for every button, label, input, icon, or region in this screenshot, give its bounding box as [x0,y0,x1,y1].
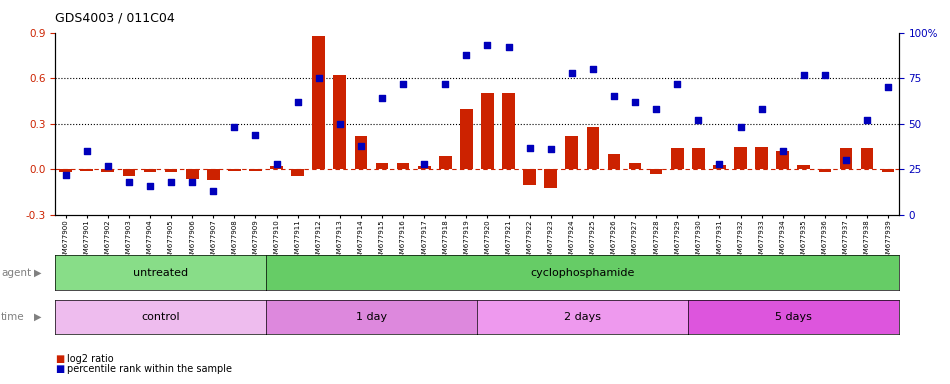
Text: control: control [142,312,180,322]
Bar [418,166,430,169]
Bar [123,169,135,175]
Text: agent: agent [1,268,31,278]
Point [101,163,116,169]
Point [122,179,137,185]
Point [775,148,790,154]
Bar [375,163,389,169]
Point [395,81,410,87]
Text: percentile rank within the sample: percentile rank within the sample [67,364,233,374]
Point [754,106,770,112]
Point [881,84,896,91]
Point [670,81,685,87]
Text: cyclophosphamide: cyclophosphamide [530,268,635,278]
Point [58,172,73,178]
Point [606,93,621,99]
Text: time: time [1,312,25,322]
Bar [861,148,873,169]
Point [374,95,390,101]
Point [860,117,875,123]
Bar [565,136,579,169]
Bar [629,163,641,169]
Point [163,179,179,185]
Point [522,144,538,151]
Bar [460,109,473,169]
Bar [523,169,536,185]
Bar [354,136,368,169]
Bar [882,169,895,172]
Point [501,44,516,50]
Bar [439,156,451,169]
Point [248,132,263,138]
Bar [840,148,852,169]
Bar [397,163,409,169]
Point [206,188,221,194]
Bar [586,127,599,169]
Point [817,71,832,78]
Bar [249,169,262,171]
Text: 2 days: 2 days [564,312,600,322]
Bar [59,169,72,172]
Point [290,99,305,105]
Point [332,121,348,127]
Bar [313,36,325,169]
Point [796,71,811,78]
Bar [81,169,93,171]
Bar [650,169,662,174]
Text: 5 days: 5 days [775,312,811,322]
Bar [292,169,304,175]
Point [79,148,94,154]
Point [585,66,600,72]
Bar [333,75,346,169]
Bar [776,151,789,169]
Text: ■: ■ [55,354,65,364]
Bar [671,148,684,169]
Bar [164,169,178,172]
Bar [481,93,494,169]
Bar [608,154,620,169]
Bar [819,169,831,172]
Bar [734,147,747,169]
Bar [270,166,283,169]
Bar [228,169,240,171]
Point [312,75,327,81]
Bar [503,93,515,169]
Text: ▶: ▶ [34,268,42,278]
Text: ■: ■ [55,364,65,374]
Point [564,70,580,76]
Text: GDS4003 / 011C04: GDS4003 / 011C04 [55,12,175,25]
Point [839,157,854,164]
Bar [186,169,199,179]
Point [733,124,749,131]
Point [627,99,642,105]
Point [438,81,453,87]
Bar [797,165,810,169]
Bar [207,169,219,180]
Point [691,117,706,123]
Bar [692,148,705,169]
Point [227,124,242,131]
Bar [143,169,157,172]
Text: 1 day: 1 day [356,312,387,322]
Bar [713,165,726,169]
Point [142,183,158,189]
Point [353,143,369,149]
Point [184,179,200,185]
Point [269,161,284,167]
Text: untreated: untreated [133,268,188,278]
Bar [102,169,114,172]
Text: log2 ratio: log2 ratio [67,354,114,364]
Point [480,42,495,48]
Bar [755,147,768,169]
Point [712,161,727,167]
Point [649,106,664,112]
Point [459,51,474,58]
Point [543,146,559,152]
Point [417,161,432,167]
Bar [544,169,557,188]
Text: ▶: ▶ [34,312,42,322]
